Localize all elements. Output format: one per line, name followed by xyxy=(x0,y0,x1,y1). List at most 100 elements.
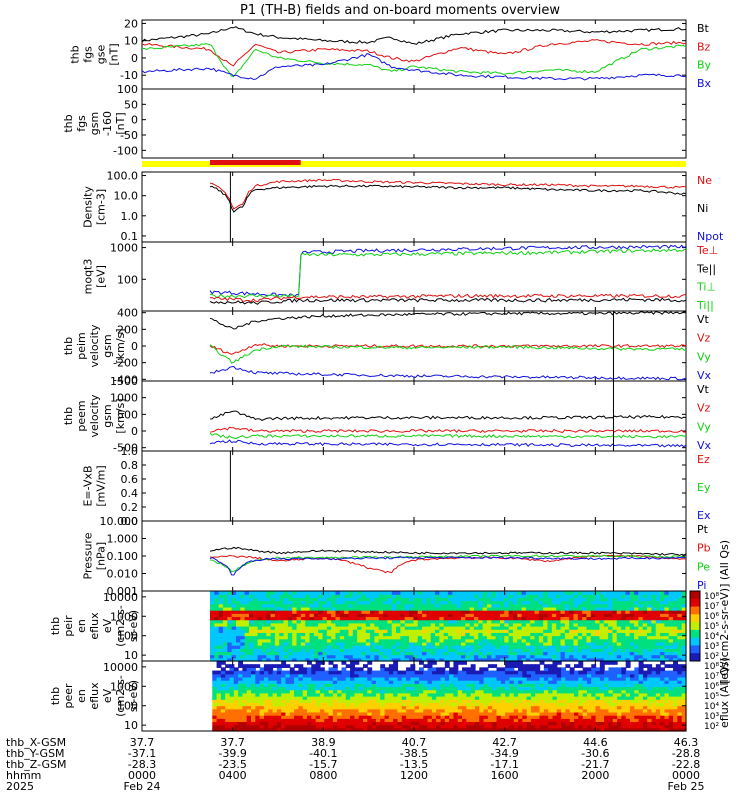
heatmap-cell xyxy=(225,724,231,729)
heatmap-cell xyxy=(647,629,652,633)
heatmap-cell xyxy=(313,657,319,662)
heatmap-cell xyxy=(335,638,341,643)
heatmap-cell xyxy=(651,676,657,681)
heatmap-cell xyxy=(574,670,579,675)
heatmap-cell xyxy=(526,673,532,678)
heatmap-cell xyxy=(345,673,351,678)
heatmap-cell xyxy=(630,721,635,726)
heatmap-cell xyxy=(616,641,622,646)
heatmap-cell xyxy=(448,616,453,621)
heatmap-cell xyxy=(294,676,299,681)
heatmap-cell xyxy=(508,654,514,659)
y-tick-label: 0.1 xyxy=(121,230,139,243)
heatmap-cell xyxy=(630,705,635,710)
heatmap-cell xyxy=(548,673,554,678)
heatmap-cell xyxy=(530,721,536,726)
heatmap-cell xyxy=(222,645,228,649)
heatmap-cell xyxy=(283,606,289,611)
heatmap-cell xyxy=(345,699,351,703)
heatmap-cell xyxy=(625,676,631,681)
heatmap-cell xyxy=(539,692,545,697)
heatmap-cell xyxy=(216,692,222,697)
heatmap-cell xyxy=(655,718,661,723)
heatmap-cell xyxy=(577,597,583,602)
heatmap-cell xyxy=(287,600,293,605)
heatmap-cell xyxy=(574,680,579,684)
heatmap-cell xyxy=(313,600,319,605)
heatmap-cell xyxy=(222,616,228,621)
heatmap-cell xyxy=(479,718,485,723)
heatmap-cell xyxy=(630,699,635,703)
heatmap-cell xyxy=(242,702,248,707)
heatmap-cell xyxy=(413,616,419,621)
heatmap-cell xyxy=(534,657,540,662)
heatmap-cell xyxy=(664,696,670,700)
heatmap-cell xyxy=(279,654,285,659)
heatmap-cell xyxy=(612,705,618,710)
heatmap-cell xyxy=(339,622,345,627)
heatmap-cell xyxy=(315,727,321,732)
heatmap-cell xyxy=(569,702,575,707)
heatmap-cell xyxy=(404,638,410,643)
heatmap-cell xyxy=(216,727,222,732)
heatmap-cell xyxy=(220,692,226,697)
heatmap-cell xyxy=(229,699,235,703)
heatmap-cell xyxy=(345,670,351,675)
heatmap-cell xyxy=(578,727,584,732)
heatmap-cell xyxy=(521,632,527,637)
heatmap-cell xyxy=(279,616,285,621)
heatmap-cell xyxy=(483,702,489,707)
heatmap-cell xyxy=(561,670,567,675)
heatmap-cell xyxy=(214,610,220,614)
heatmap-cell xyxy=(677,708,683,713)
heatmap-cell xyxy=(298,702,304,707)
heatmap-cell xyxy=(491,610,497,614)
heatmap-cell xyxy=(396,606,401,611)
heatmap-cell xyxy=(352,641,358,646)
heatmap-cell xyxy=(517,597,523,602)
heatmap-cell xyxy=(404,632,410,637)
heatmap-cell xyxy=(595,676,601,681)
heatmap-cell xyxy=(548,699,554,703)
heatmap-cell xyxy=(621,626,627,630)
heatmap-cell xyxy=(363,664,368,668)
heatmap-cell xyxy=(473,635,479,640)
heatmap-cell xyxy=(393,721,399,726)
heatmap-cell xyxy=(616,610,622,614)
heatmap-cell xyxy=(465,648,471,653)
heatmap-cell xyxy=(335,606,341,611)
heatmap-cell xyxy=(617,683,622,688)
heatmap-cell xyxy=(315,705,321,710)
heatmap-cell xyxy=(289,686,295,691)
heatmap-cell xyxy=(534,648,540,653)
heatmap-cell xyxy=(448,591,453,595)
heatmap-cell xyxy=(677,657,683,662)
y-axis-label: peir xyxy=(62,615,75,637)
heatmap-cell xyxy=(357,641,363,646)
legend-entry: Vt xyxy=(697,383,710,396)
heatmap-cell xyxy=(651,616,657,621)
heatmap-cell xyxy=(233,680,239,684)
heatmap-cell xyxy=(664,626,670,630)
heatmap-cell xyxy=(270,594,276,598)
heatmap-cell xyxy=(404,597,410,602)
heatmap-cell xyxy=(414,708,420,713)
heatmap-cell xyxy=(621,667,627,672)
heatmap-cell xyxy=(263,724,269,729)
heatmap-cell xyxy=(469,622,475,627)
heatmap-cell xyxy=(361,645,367,649)
heatmap-cell xyxy=(337,715,343,719)
heatmap-cell xyxy=(427,680,433,684)
heatmap-cell xyxy=(331,622,337,627)
heatmap-cell xyxy=(259,692,265,697)
heatmap-cell xyxy=(229,708,235,713)
heatmap-cell xyxy=(248,638,254,643)
heatmap-cell xyxy=(495,629,501,633)
heatmap-cell xyxy=(586,635,592,640)
heatmap-cell xyxy=(238,680,244,684)
heatmap-cell xyxy=(378,594,384,598)
heatmap-cell xyxy=(339,651,345,656)
heatmap-cell xyxy=(465,638,471,643)
heatmap-cell xyxy=(543,664,549,668)
heatmap-cell xyxy=(401,699,407,703)
